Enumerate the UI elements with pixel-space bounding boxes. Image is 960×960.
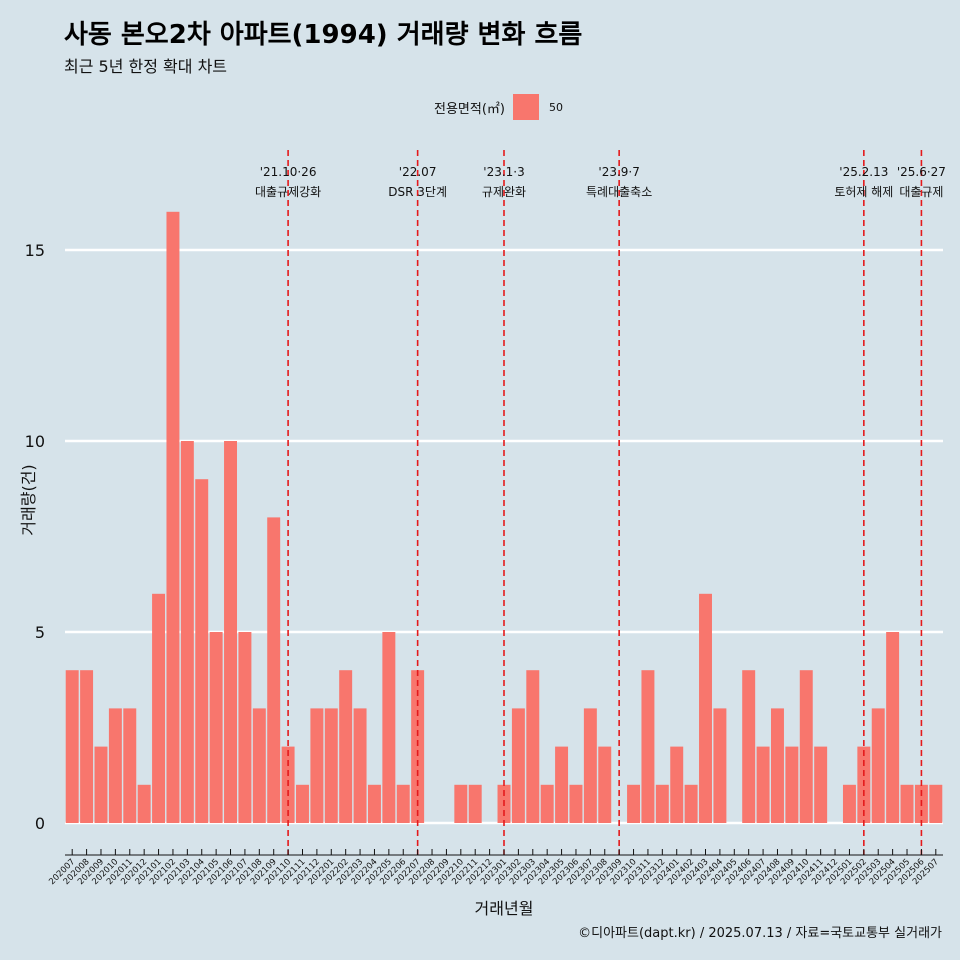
event-layer: '21.10·26 대출규제강화 '22.07 DSR 3단계 '23.1·3 규제완화 '… <box>255 150 946 855</box>
event-date-label: '25.2.13 <box>839 165 888 179</box>
bar <box>224 441 238 823</box>
bar <box>108 708 122 823</box>
bar <box>540 784 554 823</box>
bar <box>209 632 223 823</box>
bar <box>252 708 266 823</box>
event-label: 특례대출축소 <box>586 185 652 199</box>
caption: ©디아파트(dapt.kr) / 2025.07.13 / 자료=국토교통부 실… <box>578 926 942 941</box>
bar <box>324 708 338 823</box>
legend-swatch <box>512 94 539 120</box>
legend-title: 전용면적(㎡) <box>434 101 505 117</box>
bar <box>929 784 943 823</box>
bar <box>396 784 410 823</box>
bar <box>411 670 425 823</box>
chart-subtitle: 최근 5년 한정 확대 차트 <box>64 57 228 76</box>
event-label: 규제완화 <box>482 185 526 199</box>
bar <box>555 746 569 823</box>
bar <box>871 708 885 823</box>
bar <box>627 784 641 823</box>
bar <box>756 746 770 823</box>
bar <box>238 632 252 823</box>
bar <box>152 593 166 823</box>
bar <box>339 670 353 823</box>
y-tick-label: 10 <box>25 432 45 451</box>
bar <box>655 784 669 823</box>
event-date-label: '23.9·7 <box>598 165 639 179</box>
bar <box>468 784 482 823</box>
chart-title: 사동 본오2차 아파트(1994) 거래량 변화 흐름 <box>64 20 583 50</box>
bar <box>785 746 799 823</box>
event-date-label: '22.07 <box>399 165 437 179</box>
bar <box>267 517 281 823</box>
bar <box>180 441 194 823</box>
bar <box>842 784 856 823</box>
bar <box>742 670 756 823</box>
bar <box>526 670 540 823</box>
bar <box>382 632 396 823</box>
bar <box>900 784 914 823</box>
bar <box>670 746 684 823</box>
bar <box>770 708 784 823</box>
bar <box>886 632 900 823</box>
bar <box>310 708 324 823</box>
bar <box>296 784 309 823</box>
bar <box>123 708 137 823</box>
bar <box>641 670 655 823</box>
bar <box>511 708 525 823</box>
event-label: DSR 3단계 <box>388 185 447 199</box>
y-tick-label: 15 <box>25 241 45 260</box>
event-date-label: '25.6·27 <box>897 165 946 179</box>
bar <box>94 746 108 823</box>
bar <box>166 211 180 824</box>
bar <box>799 670 813 823</box>
event-date-label: '23.1·3 <box>483 165 524 179</box>
bar <box>454 784 468 823</box>
bar <box>598 746 612 823</box>
bar <box>80 670 94 823</box>
legend: 전용면적(㎡) 50 <box>434 94 563 120</box>
event-label: 대출규제 <box>899 185 943 199</box>
x-axis-title: 거래년월 <box>475 899 534 918</box>
bar <box>684 784 698 823</box>
event-label: 대출규제강화 <box>255 185 321 199</box>
bar-layer <box>65 211 943 824</box>
bar <box>814 746 828 823</box>
bar <box>353 708 367 823</box>
bar <box>699 593 712 823</box>
y-tick-label: 5 <box>35 623 45 642</box>
bar <box>195 479 209 823</box>
event-label: 토허제 해제 <box>834 185 893 199</box>
y-axis-title: 거래량(건) <box>19 464 38 535</box>
bar <box>569 784 583 823</box>
bar <box>713 708 727 823</box>
bar <box>367 784 381 823</box>
bar <box>65 670 79 823</box>
bar <box>137 784 151 823</box>
legend-label: 50 <box>548 100 563 114</box>
event-date-label: '21.10·26 <box>260 165 317 179</box>
bar <box>583 708 597 823</box>
y-tick-label: 0 <box>35 814 45 833</box>
